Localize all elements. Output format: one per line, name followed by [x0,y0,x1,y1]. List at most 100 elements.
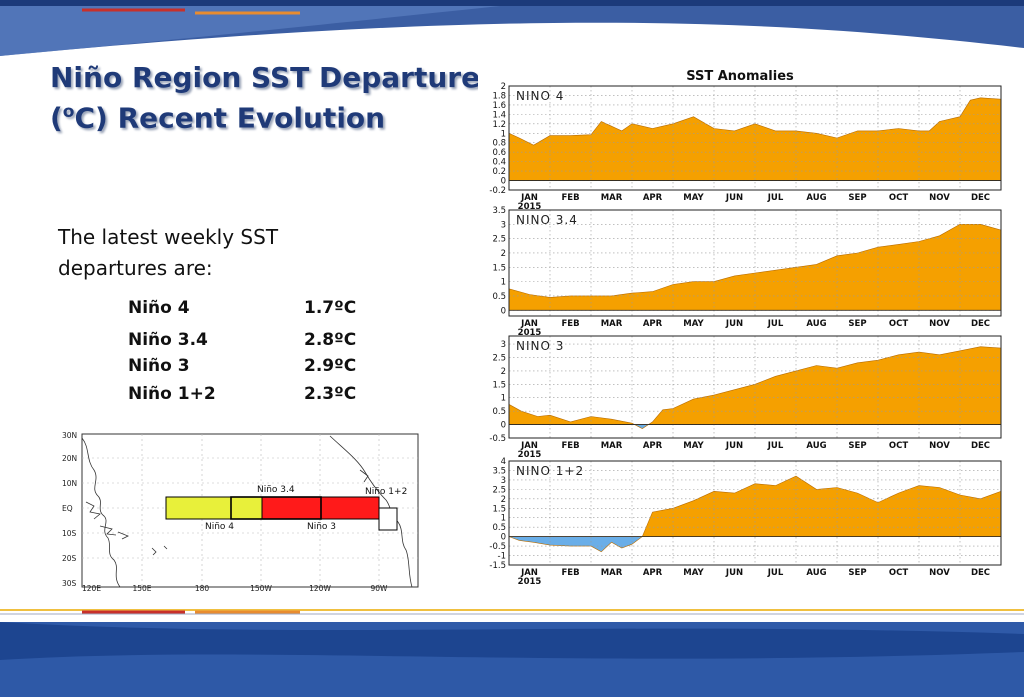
month-label: NOV [929,568,950,578]
month-label: SEP [848,568,866,578]
month-label: FEB [561,319,579,329]
panel-nino-4: -0.200.20.40.60.811.21.41.61.82 JAN FEB MAR… [489,82,1002,212]
panel-frame [508,85,1002,191]
y-tick-label: 0 [501,421,506,431]
y-tick-label: 0.5 [492,407,506,417]
month-label: MAR [601,193,623,203]
month-label: NOV [929,193,950,203]
reading-value: 2.3ºC [304,384,357,404]
nino-4-region-left [166,497,233,519]
month-label: JUL [767,441,784,451]
panel-grid [509,461,1001,565]
month-label: AUG [806,568,826,578]
panel-frame [508,209,1002,317]
y-tick-label: -0.5 [489,434,506,444]
map-lat-label: 10N [62,479,77,488]
map-lat-label: 20N [62,454,77,463]
month-label: OCT [889,319,908,329]
anomaly-line [509,97,1001,181]
year-label: 2015 [518,328,542,338]
month-label: FEB [561,568,579,578]
reading-name: Niño 3.4 [128,330,208,350]
map-lon-label: 120W [309,584,331,592]
month-label: JAN [520,568,538,578]
map-lat-label: 20S [62,554,77,563]
month-label: JUN [725,319,743,329]
y-tick-label: 2 [501,495,506,505]
month-label: OCT [889,568,908,578]
y-tick-label: 3 [501,220,506,230]
y-tick-label: 0 [501,306,506,316]
panel-nino-1-2: -1.5-1-0.500.511.522.533.54 JAN FEB MAR APR M… [489,457,1002,587]
title-line-1: Niño Region SST Departures [50,61,497,94]
positive-anomaly-area [509,224,1001,311]
nino-1-2-outline [378,507,398,531]
map-lat-labels: 30N 20N 10N EQ 10S 20S 30S [62,431,77,588]
month-label: OCT [889,193,908,203]
panel-name: NINO 4 [516,89,564,103]
y-tick-label: 0.2 [492,167,506,177]
month-label: MAR [601,319,623,329]
y-tick-label: 2 [501,367,506,377]
month-label: APR [643,441,663,451]
panel-name: NINO 3.4 [516,213,578,227]
y-tick-label: 0.5 [492,523,506,533]
panel-name: NINO 1+2 [516,464,584,478]
year-label: 2015 [518,450,542,460]
y-tick-label: 1 [501,514,506,524]
month-label: SEP [848,319,866,329]
month-label: MAR [601,568,623,578]
label-nino-3: Niño 3 [307,522,336,532]
y-tick-label: 0 [501,533,506,543]
y-tick-label: 1.5 [492,380,506,390]
month-label: JAN [520,319,538,329]
y-tick-label: 0.6 [492,148,506,158]
y-tick-label: 2.5 [492,485,506,495]
y-tick-label: -1.5 [489,561,506,571]
y-tick-label: 1.6 [492,101,506,111]
panel-nino-3-4: 0 0.5 1 1.5 2 2.5 3 3.5 JAN FEB MAR APR MAY JUN JUL AUG… [492,206,1002,338]
title-line-2-open: ( [50,101,63,135]
map-lat-label: 10S [62,529,77,538]
month-label: SEP [848,193,866,203]
negative-anomaly-area [509,536,643,552]
month-label: DEC [971,568,990,578]
month-label: NOV [929,441,950,451]
reading-name: Niño 1+2 [128,384,216,404]
year-label: 2015 [518,202,542,212]
reading-name: Niño 3 [128,356,190,376]
y-tick-label: 3 [501,340,506,350]
month-label: MAY [683,568,704,578]
map-lat-label: 30S [62,579,77,588]
y-tick-label: 1 [501,394,506,404]
y-tick-label: 3.5 [492,466,506,476]
y-tick-label: 2.5 [492,353,506,363]
y-tick-label: 3 [501,476,506,486]
map-lon-label: 120E [82,584,101,592]
slide-footer-banner [0,609,1024,697]
slide-title: Niño Region SST Departures (oC) Recent E… [50,60,497,135]
degree-superscript: o [62,102,75,122]
month-label: JUN [725,193,743,203]
y-tick-label: 1.2 [492,120,506,130]
month-label: MAY [683,319,704,329]
title-line-2-rest: C) Recent Evolution [74,101,386,135]
reading-value: 2.9ºC [304,356,357,376]
chart-title: SST Anomalies [686,69,794,84]
month-label: AUG [806,319,826,329]
panel-frame [508,460,1002,566]
panel-nino-3: -0.5 0 0.5 1 1.5 2 2.5 3 JAN FEB MAR APR MAY JUN JUL AU… [489,335,1002,460]
month-label: MAY [683,193,704,203]
y-tick-label: 0.4 [492,158,506,168]
y-tick-label: 2 [501,249,506,259]
map-lon-label: 150W [250,584,272,592]
nino-regions-map: 30N 20N 10N EQ 10S 20S 30S 120E 150E 180 150W 120W… [60,430,420,592]
month-label: DEC [971,319,990,329]
month-label: JUN [725,568,743,578]
panel-frame [508,335,1002,439]
sst-anomaly-charts: SST Anomalies -0.200.20.40.60.811.21.41.… [478,64,1010,594]
month-label: AUG [806,193,826,203]
map-lat-label: 30N [62,431,77,440]
month-label: DEC [971,193,990,203]
map-lon-labels: 120E 150E 180 150W 120W 90W [82,584,388,592]
